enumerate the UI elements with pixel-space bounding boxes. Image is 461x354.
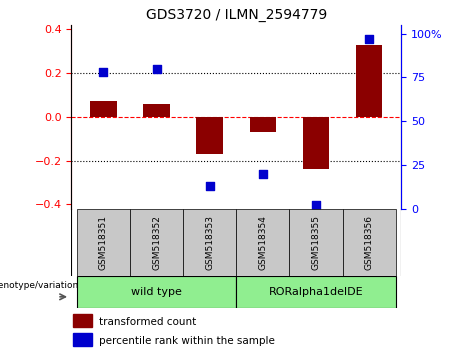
Text: wild type: wild type [131,287,182,297]
Point [100,69,107,75]
Text: transformed count: transformed count [99,316,196,327]
Point [312,202,319,208]
Bar [143,104,170,117]
Bar [236,276,396,308]
Point [366,36,373,42]
Bar [77,276,236,308]
Bar [130,209,183,276]
Bar [236,209,290,276]
Bar [303,117,329,170]
Text: GSM518354: GSM518354 [258,215,267,270]
Title: GDS3720 / ILMN_2594779: GDS3720 / ILMN_2594779 [146,8,327,22]
Bar [196,117,223,154]
Text: GSM518352: GSM518352 [152,215,161,270]
Bar [77,209,130,276]
Text: RORalpha1delDE: RORalpha1delDE [269,287,363,297]
Bar [343,209,396,276]
Text: GSM518356: GSM518356 [365,215,374,270]
Bar [183,209,236,276]
Text: GSM518353: GSM518353 [205,215,214,270]
Bar [73,314,92,327]
Bar [290,209,343,276]
Text: percentile rank within the sample: percentile rank within the sample [99,336,275,346]
Text: GSM518351: GSM518351 [99,215,108,270]
Point [259,171,266,177]
Bar [356,45,383,117]
Point [206,183,213,189]
Text: GSM518355: GSM518355 [312,215,320,270]
Bar [90,102,117,117]
Bar [249,117,276,132]
Point [153,66,160,72]
Bar [73,333,92,346]
Text: genotype/variation: genotype/variation [0,280,79,290]
